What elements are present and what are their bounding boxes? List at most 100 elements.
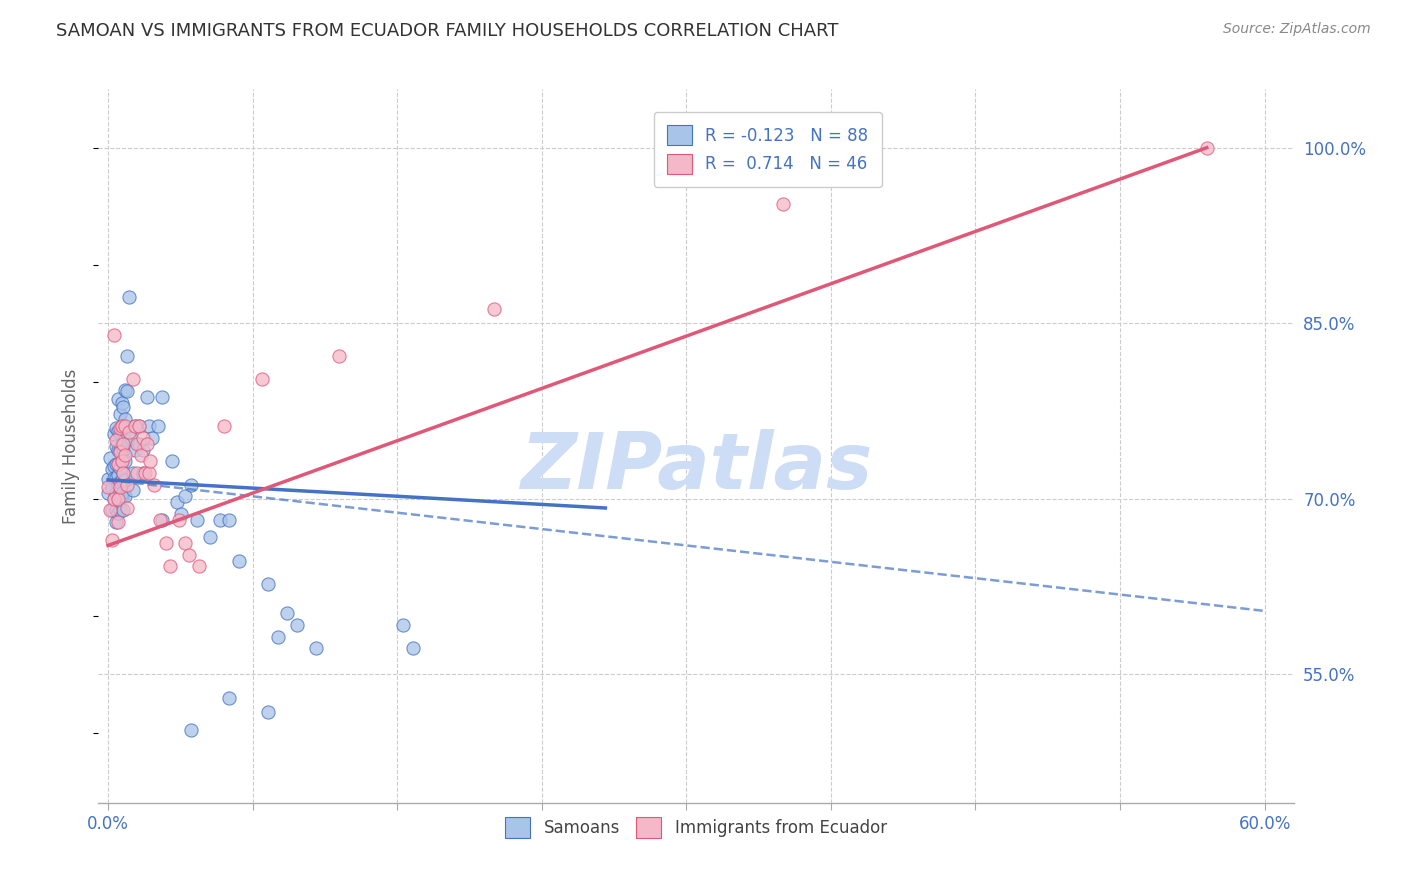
Point — [114, 412, 136, 426]
Text: ZIPatlas: ZIPatlas — [520, 429, 872, 506]
Point — [143, 477, 166, 491]
Point — [103, 327, 125, 342]
Point — [110, 489, 132, 503]
Point — [103, 491, 125, 506]
Point — [104, 485, 127, 500]
Point — [141, 431, 163, 445]
Point — [103, 491, 125, 506]
Point — [114, 454, 136, 468]
Point — [103, 458, 125, 473]
Point — [108, 491, 131, 505]
Point — [401, 641, 423, 656]
Point — [112, 401, 135, 415]
Y-axis label: Family Households: Family Households — [62, 368, 80, 524]
Point — [110, 419, 132, 434]
Point — [98, 450, 121, 465]
Text: Source: ZipAtlas.com: Source: ZipAtlas.com — [1223, 22, 1371, 37]
Point — [124, 442, 146, 457]
Point — [104, 515, 127, 529]
Point — [107, 392, 129, 407]
Point — [149, 513, 172, 527]
Point — [104, 503, 127, 517]
Point — [104, 421, 127, 435]
Point — [112, 466, 135, 480]
Point — [104, 439, 127, 453]
Point — [392, 618, 415, 632]
Point — [128, 419, 150, 434]
Point — [177, 548, 200, 562]
Point — [108, 442, 131, 457]
Point — [124, 419, 146, 434]
Point — [118, 425, 141, 439]
Point — [104, 433, 127, 447]
Point — [112, 436, 135, 450]
Point — [114, 473, 136, 487]
Point — [218, 513, 240, 527]
Point — [112, 466, 135, 480]
Point — [101, 503, 124, 517]
Point — [112, 484, 135, 499]
Point — [108, 445, 131, 459]
Point — [107, 515, 129, 529]
Point — [107, 468, 129, 483]
Point — [150, 513, 173, 527]
Point — [114, 383, 136, 397]
Point — [132, 466, 155, 480]
Point — [114, 448, 136, 462]
Point — [122, 483, 145, 498]
Point — [107, 477, 129, 491]
Point — [150, 390, 173, 404]
Point — [160, 454, 183, 468]
Point — [108, 461, 131, 475]
Point — [200, 530, 222, 544]
Point — [772, 197, 794, 211]
Point — [97, 480, 120, 494]
Point — [110, 454, 132, 468]
Point — [159, 559, 181, 574]
Point — [107, 457, 129, 471]
Point — [103, 427, 125, 442]
Point — [110, 473, 132, 487]
Point — [118, 290, 141, 304]
Point — [107, 442, 129, 457]
Point — [212, 419, 235, 434]
Point — [267, 630, 290, 644]
Point — [124, 419, 146, 434]
Point — [125, 436, 148, 450]
Point — [180, 477, 202, 491]
Point — [107, 491, 129, 506]
Point — [166, 495, 188, 509]
Point — [148, 419, 170, 434]
Point — [174, 489, 197, 503]
Point — [107, 424, 129, 438]
Point — [114, 489, 136, 503]
Point — [117, 384, 139, 398]
Point — [132, 431, 155, 445]
Text: SAMOAN VS IMMIGRANTS FROM ECUADOR FAMILY HOUSEHOLDS CORRELATION CHART: SAMOAN VS IMMIGRANTS FROM ECUADOR FAMILY… — [56, 22, 839, 40]
Point — [108, 408, 131, 422]
Point — [104, 470, 127, 484]
Point — [228, 554, 250, 568]
Point — [128, 419, 150, 434]
Point — [276, 607, 298, 621]
Point — [134, 466, 156, 480]
Point — [107, 506, 129, 520]
Point — [108, 421, 131, 435]
Point — [125, 466, 148, 480]
Point — [117, 477, 139, 491]
Point — [112, 503, 135, 517]
Point — [135, 390, 157, 404]
Point — [114, 433, 136, 447]
Point — [135, 436, 157, 450]
Point — [305, 641, 328, 656]
Point — [97, 485, 120, 500]
Point — [122, 372, 145, 386]
Legend: Samoans, Immigrants from Ecuador: Samoans, Immigrants from Ecuador — [498, 811, 894, 845]
Point — [103, 470, 125, 484]
Point — [110, 454, 132, 468]
Point — [117, 349, 139, 363]
Point — [128, 436, 150, 450]
Point — [328, 349, 350, 363]
Point — [285, 618, 308, 632]
Point — [186, 513, 208, 527]
